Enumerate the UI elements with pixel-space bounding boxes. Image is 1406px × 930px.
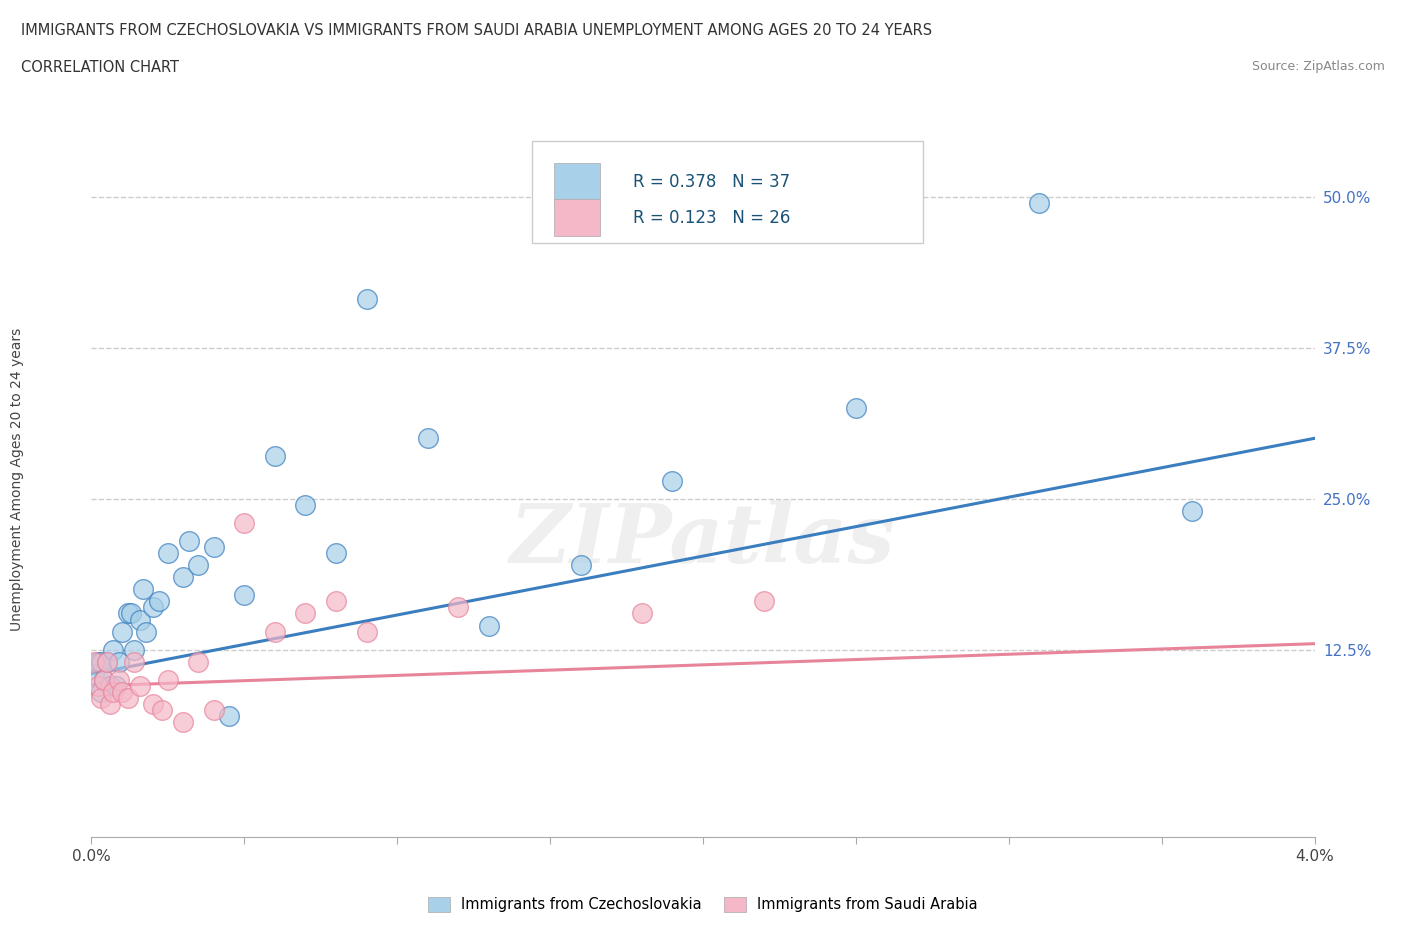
Point xyxy=(356,624,378,639)
Point xyxy=(233,515,256,530)
Text: R = 0.123   N = 26: R = 0.123 N = 26 xyxy=(633,208,790,227)
Point xyxy=(325,546,347,561)
Point xyxy=(104,679,127,694)
Text: CORRELATION CHART: CORRELATION CHART xyxy=(21,60,179,75)
Point xyxy=(294,498,316,512)
Point xyxy=(630,606,652,621)
Point xyxy=(98,697,121,711)
Point xyxy=(90,691,112,706)
Legend: Immigrants from Czechoslovakia, Immigrants from Saudi Arabia: Immigrants from Czechoslovakia, Immigran… xyxy=(422,891,984,918)
Point xyxy=(122,643,145,658)
Bar xyxy=(554,164,600,200)
Point xyxy=(179,534,201,549)
Point xyxy=(356,292,378,307)
Point xyxy=(845,401,868,416)
Text: Unemployment Among Ages 20 to 24 years: Unemployment Among Ages 20 to 24 years xyxy=(10,327,24,631)
Point xyxy=(111,624,134,639)
Text: R = 0.378   N = 37: R = 0.378 N = 37 xyxy=(633,173,790,191)
Point xyxy=(83,667,105,682)
Point xyxy=(172,570,194,585)
Point xyxy=(156,546,179,561)
Text: ZIPatlas: ZIPatlas xyxy=(510,500,896,580)
Point xyxy=(569,558,592,573)
Text: Source: ZipAtlas.com: Source: ZipAtlas.com xyxy=(1251,60,1385,73)
Point xyxy=(129,679,152,694)
Point xyxy=(1028,195,1050,210)
Point xyxy=(96,655,118,670)
Point xyxy=(447,600,470,615)
Point xyxy=(132,582,155,597)
Point xyxy=(754,594,776,609)
Point xyxy=(101,684,124,699)
Point xyxy=(1181,503,1204,518)
Point xyxy=(325,594,347,609)
Point xyxy=(148,594,170,609)
Point xyxy=(101,643,124,658)
Point xyxy=(111,684,134,699)
Text: IMMIGRANTS FROM CZECHOSLOVAKIA VS IMMIGRANTS FROM SAUDI ARABIA UNEMPLOYMENT AMON: IMMIGRANTS FROM CZECHOSLOVAKIA VS IMMIGR… xyxy=(21,23,932,38)
Point xyxy=(294,606,316,621)
Point xyxy=(187,655,209,670)
Point xyxy=(264,624,287,639)
Point xyxy=(108,672,131,687)
Point xyxy=(122,655,145,670)
Point xyxy=(202,539,225,554)
Point xyxy=(93,672,115,687)
Point xyxy=(86,679,108,694)
Point xyxy=(218,709,240,724)
Point xyxy=(98,679,121,694)
FancyBboxPatch shape xyxy=(531,140,924,244)
Point xyxy=(129,612,152,627)
Point xyxy=(141,600,163,615)
Point xyxy=(90,684,112,699)
Point xyxy=(96,655,118,670)
Point xyxy=(117,691,139,706)
Bar xyxy=(554,199,600,236)
Point xyxy=(141,697,163,711)
Point xyxy=(187,558,209,573)
Point xyxy=(661,473,683,488)
Point xyxy=(83,655,105,670)
Point xyxy=(264,449,287,464)
Point xyxy=(135,624,157,639)
Point xyxy=(90,655,112,670)
Point xyxy=(150,703,173,718)
Point xyxy=(172,715,194,730)
Point xyxy=(120,606,142,621)
Point xyxy=(233,588,256,603)
Point xyxy=(156,672,179,687)
Point xyxy=(478,618,501,633)
Point xyxy=(93,672,115,687)
Point xyxy=(108,655,131,670)
Point xyxy=(202,703,225,718)
Point xyxy=(86,655,108,670)
Point xyxy=(117,606,139,621)
Point xyxy=(416,431,439,445)
